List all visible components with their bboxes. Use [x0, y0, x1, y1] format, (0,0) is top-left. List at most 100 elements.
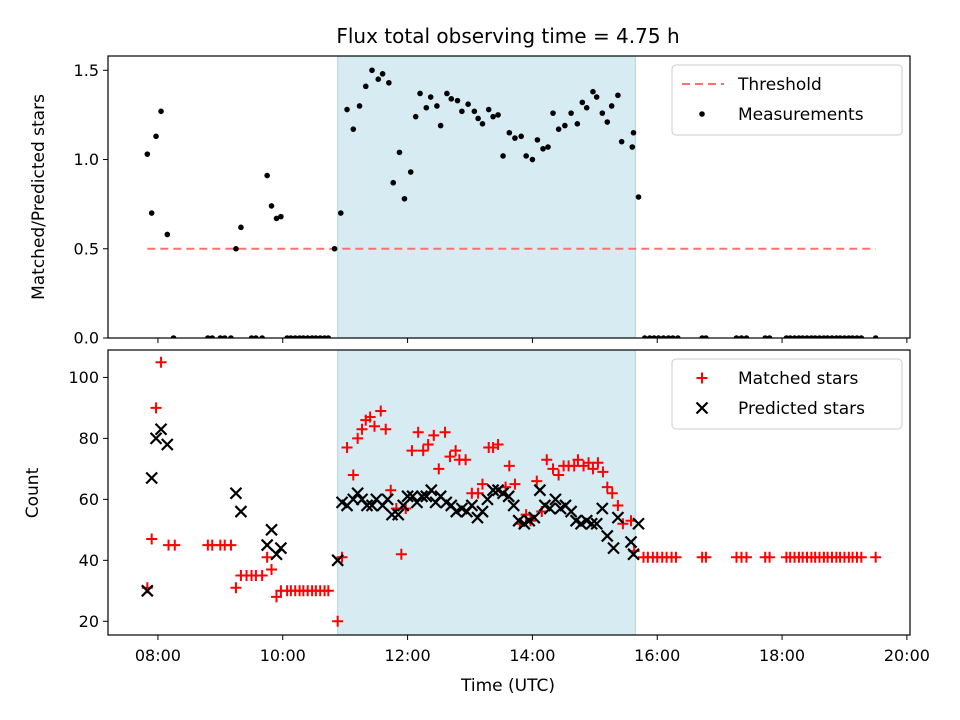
data-point [261, 551, 273, 563]
top-y-axis-label: Matched/Predicted stars [29, 94, 49, 300]
data-point [627, 547, 640, 561]
data-point [541, 454, 553, 466]
data-point [799, 335, 806, 338]
data-point [585, 517, 598, 531]
data-point [599, 110, 606, 116]
data-point [379, 71, 386, 77]
data-point [635, 194, 642, 200]
data-point [217, 335, 224, 338]
data-point [375, 405, 387, 417]
data-point [572, 454, 584, 466]
data-point [531, 475, 543, 487]
data-point [225, 539, 237, 551]
bottom-y-axis-label: Count [23, 467, 43, 518]
data-point [322, 585, 334, 597]
bottom-plot-area [141, 356, 882, 627]
data-point [646, 335, 653, 338]
data-point [401, 490, 414, 503]
data-point [604, 119, 611, 125]
bottom-y-tick-label: 20 [79, 612, 99, 631]
data-point [475, 115, 481, 122]
data-point [401, 195, 408, 202]
data-point [325, 335, 332, 338]
legend-label: Measurements [738, 105, 864, 125]
data-point [471, 108, 478, 115]
data-point [427, 94, 434, 100]
data-point [292, 335, 299, 338]
data-point [824, 335, 831, 338]
data-point [437, 122, 444, 129]
data-point [145, 471, 158, 485]
data-point [332, 615, 344, 627]
data-point [651, 335, 657, 338]
data-point [547, 463, 559, 475]
data-point [611, 511, 625, 524]
x-tick-label: 10:00 [260, 646, 306, 665]
data-point [733, 335, 740, 338]
data-point [337, 210, 344, 216]
top-y-tick-label: 0.0 [74, 329, 99, 348]
data-point [503, 460, 515, 472]
data-point [472, 487, 484, 499]
data-point [502, 490, 515, 503]
data-point [234, 505, 248, 518]
data-point [365, 499, 379, 512]
data-point [271, 591, 283, 603]
data-point [660, 335, 667, 338]
data-point [608, 103, 615, 109]
data-point [362, 83, 369, 90]
x-tick-label: 18:00 [759, 646, 805, 665]
x-axis-label: Time (UTC) [460, 676, 555, 696]
data-point [590, 517, 603, 531]
data-point [170, 335, 177, 338]
data-point [870, 551, 882, 563]
data-point [412, 426, 424, 438]
data-point [812, 335, 818, 338]
data-point [459, 108, 465, 115]
data-point [837, 335, 843, 338]
data-point [630, 129, 637, 136]
data-point [341, 442, 353, 454]
data-point [433, 463, 445, 475]
data-point [615, 92, 621, 99]
data-point [533, 483, 547, 497]
data-point [428, 429, 440, 441]
data-point [592, 457, 604, 469]
data-point [386, 79, 392, 86]
data-point [568, 460, 580, 472]
data-point [406, 445, 418, 457]
data-point [858, 335, 865, 338]
data-point [562, 122, 568, 129]
data-point [617, 518, 629, 530]
data-point [450, 445, 462, 457]
data-point [347, 469, 359, 481]
data-point [395, 548, 407, 560]
data-point [849, 335, 856, 338]
x-tick-label: 12:00 [385, 646, 431, 665]
data-point [425, 483, 438, 497]
data-point [549, 493, 562, 506]
bottom-panel: 20 40 60 80 100 08:00 10:00 12:00 14:00 16:00 18:0… [68, 349, 930, 665]
data-point [507, 499, 520, 512]
data-point [228, 335, 234, 338]
data-point [356, 423, 368, 435]
x-tick-label: 08:00 [135, 646, 181, 665]
data-point [512, 135, 518, 141]
data-point [596, 502, 609, 515]
data-point [476, 478, 488, 490]
data-point [564, 505, 578, 518]
data-point [356, 103, 363, 109]
data-point [264, 172, 270, 179]
data-point [587, 463, 599, 475]
data-point [529, 156, 536, 163]
data-point [490, 113, 496, 120]
data-point [872, 335, 879, 338]
data-point [380, 423, 392, 435]
data-point [670, 335, 676, 338]
data-point [624, 535, 638, 549]
data-point [209, 335, 216, 338]
data-point [364, 411, 376, 423]
x-tick-label: 20:00 [884, 646, 930, 665]
